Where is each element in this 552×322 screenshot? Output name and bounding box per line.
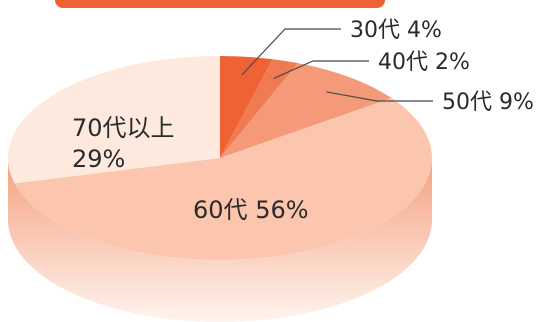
pie-leader-lines: [241, 28, 433, 102]
slice-label-60s: 60代 56%: [193, 196, 309, 224]
slice-50s: [220, 63, 392, 159]
slice-40s: [220, 59, 299, 159]
leader-line-30s: [241, 28, 341, 76]
leader-line-40s: [273, 60, 369, 80]
pie-labels: 30代 4% 40代 2% 50代 9% 70代以上 29% 60代 56%: [72, 18, 534, 224]
pie-side-wall: [8, 158, 432, 322]
slice-label-50s: 50代 9%: [442, 90, 534, 115]
slice-label-70s-percent: 29%: [72, 145, 125, 173]
slice-label-40s: 40代 2%: [378, 50, 470, 75]
slice-label-30s: 30代 4%: [350, 18, 442, 43]
slice-60s: [14, 98, 432, 261]
pie-3d-side: [8, 158, 432, 322]
slice-70s-plus: [7, 56, 220, 184]
top-orange-banner: [55, 0, 385, 8]
leader-line-50s: [326, 91, 433, 102]
pie-slices: [7, 56, 432, 261]
slice-label-70s-name: 70代以上: [72, 114, 175, 142]
slice-30s: [220, 56, 273, 158]
